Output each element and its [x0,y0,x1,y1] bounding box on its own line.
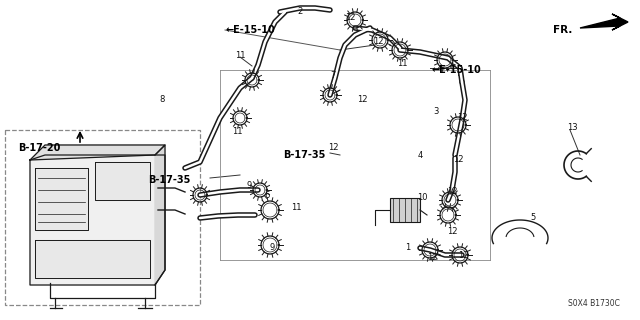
Text: 12: 12 [447,188,457,196]
Text: 11: 11 [291,203,301,212]
Polygon shape [35,168,88,230]
Polygon shape [30,145,165,160]
Polygon shape [30,155,165,285]
Text: 12: 12 [458,251,468,260]
Polygon shape [580,14,628,30]
Text: 12: 12 [427,252,437,261]
Text: 10: 10 [417,194,428,203]
Polygon shape [95,162,150,200]
Text: 12: 12 [452,156,463,164]
Text: 9: 9 [246,180,252,189]
Text: 2: 2 [298,7,303,17]
Text: FR.: FR. [552,25,572,35]
Text: B-17-20: B-17-20 [18,143,60,153]
Text: 8: 8 [159,95,164,105]
Text: 13: 13 [566,124,577,132]
Polygon shape [35,240,150,278]
Text: 11: 11 [232,127,243,137]
Text: S0X4 B1730C: S0X4 B1730C [568,299,620,308]
Text: 12: 12 [457,114,467,123]
Text: 12: 12 [356,95,367,105]
Text: 9: 9 [269,243,275,252]
FancyBboxPatch shape [390,198,420,222]
Text: 12: 12 [372,37,383,46]
Text: ←E-15-10: ←E-15-10 [226,25,276,35]
Text: 4: 4 [417,151,422,161]
Text: ←E-15-10: ←E-15-10 [432,65,482,75]
Text: 3: 3 [433,108,438,116]
Text: 12: 12 [447,228,457,236]
Polygon shape [155,145,165,285]
Text: 11: 11 [235,52,245,60]
Text: 1: 1 [405,244,411,252]
Text: 12: 12 [345,12,355,21]
Text: 7: 7 [330,71,336,81]
Text: B-17-35: B-17-35 [283,150,325,160]
Text: 12: 12 [328,142,339,151]
Text: 6: 6 [264,190,269,199]
Text: 11: 11 [397,59,407,68]
Text: B-17-35: B-17-35 [148,175,190,185]
Text: 5: 5 [531,213,536,222]
